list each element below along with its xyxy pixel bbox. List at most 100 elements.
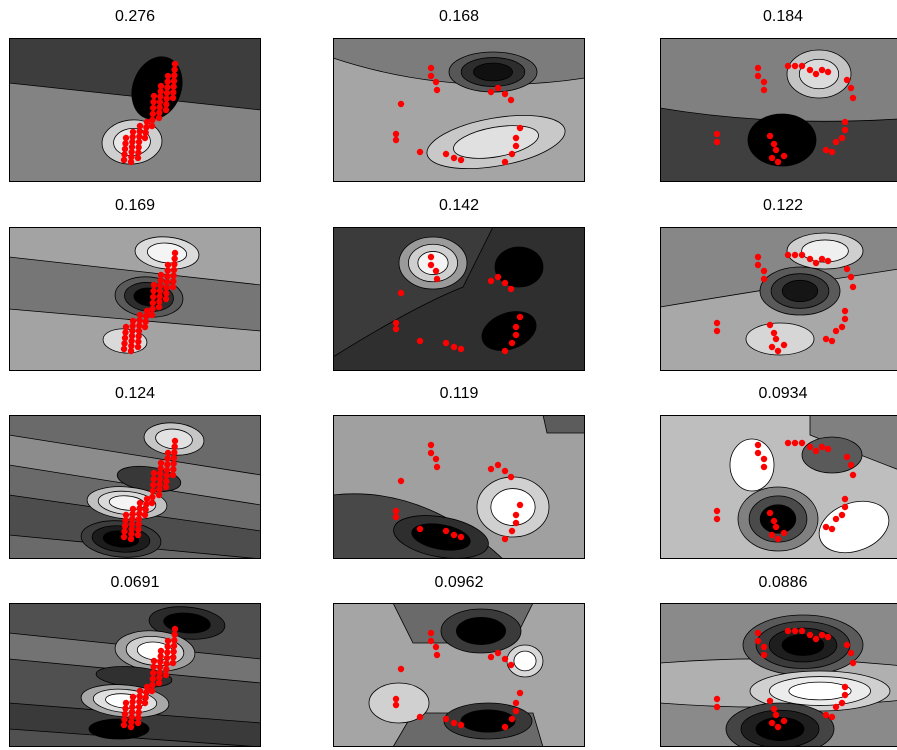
data-point: [163, 466, 171, 474]
data-point: [149, 487, 156, 495]
data-point: [433, 275, 441, 283]
data-point: [766, 509, 774, 517]
data-point: [171, 631, 178, 638]
data-point: [822, 146, 830, 154]
data-point: [156, 287, 164, 295]
panel-title: 0.0934: [758, 385, 808, 402]
data-point: [432, 455, 440, 463]
data-point: [164, 461, 171, 468]
data-point: [847, 649, 855, 657]
data-point: [507, 96, 515, 104]
data-point: [169, 94, 177, 102]
data-point: [122, 705, 129, 712]
data-point: [494, 461, 502, 469]
contour-level: [455, 617, 507, 645]
data-point: [392, 695, 400, 703]
data-point: [841, 691, 849, 699]
data-point: [171, 637, 178, 644]
data-point: [128, 332, 136, 340]
contour-level: [781, 279, 819, 303]
data-point: [822, 523, 830, 531]
data-point: [501, 347, 509, 355]
contour-level: [490, 488, 536, 526]
data-point: [128, 530, 135, 538]
data-point: [516, 313, 524, 321]
data-point: [129, 693, 137, 701]
data-point: [507, 661, 515, 669]
data-point: [163, 95, 170, 102]
panel-title: 0.0962: [434, 574, 484, 591]
data-point: [128, 520, 136, 528]
data-point: [129, 133, 136, 141]
data-point: [501, 467, 509, 475]
data-point: [170, 466, 177, 473]
data-point: [156, 663, 164, 671]
data-point: [849, 471, 857, 479]
data-point: [150, 663, 157, 671]
data-point: [770, 517, 778, 525]
contour-level: [453, 125, 539, 159]
data-point: [156, 486, 163, 493]
data-point: [392, 701, 400, 709]
data-point: [148, 499, 156, 507]
data-point: [148, 311, 156, 319]
panel-frame: [333, 603, 585, 747]
data-point: [162, 671, 170, 679]
data-point: [149, 110, 156, 118]
data-point: [170, 77, 178, 85]
data-point: [135, 338, 142, 345]
data-point: [818, 66, 826, 74]
contour-level: [473, 62, 513, 82]
data-point: [847, 461, 855, 469]
data-point: [157, 277, 164, 284]
data-point: [487, 465, 495, 473]
data-point: [171, 249, 179, 257]
data-point: [129, 317, 137, 325]
data-point: [164, 78, 171, 85]
data-point: [818, 631, 826, 639]
data-point: [508, 339, 516, 347]
data-point: [136, 322, 143, 329]
data-point: [501, 655, 509, 663]
data-point: [818, 443, 826, 451]
data-point: [128, 153, 135, 161]
data-point: [122, 517, 129, 524]
data-point: [171, 261, 178, 268]
data-point: [774, 535, 782, 543]
data-point: [512, 707, 520, 715]
contour-level: [745, 322, 815, 356]
data-point: [768, 154, 776, 162]
data-point: [163, 89, 171, 97]
contour-level: [131, 56, 183, 120]
data-point: [772, 523, 780, 531]
contour-level: [88, 718, 150, 740]
data-point: [157, 470, 164, 477]
data-point: [171, 443, 178, 450]
data-point: [135, 144, 142, 151]
data-point: [828, 148, 836, 156]
contour-plot: [333, 415, 585, 559]
data-point: [143, 307, 151, 315]
data-point: [121, 528, 128, 535]
data-point: [516, 501, 524, 509]
data-point: [832, 327, 840, 335]
data-point: [784, 627, 792, 635]
data-point: [157, 459, 165, 467]
data-point: [136, 122, 144, 130]
panel-frame: [660, 603, 897, 747]
panel-title: 0.184: [762, 8, 804, 25]
data-point: [135, 515, 143, 523]
data-point: [754, 253, 762, 261]
data-point: [427, 253, 435, 261]
data-point: [457, 156, 465, 164]
data-point: [838, 699, 846, 707]
data-point: [507, 473, 515, 481]
data-point: [150, 98, 157, 106]
data-point: [849, 659, 857, 667]
data-point: [772, 335, 780, 343]
data-point: [457, 721, 465, 729]
data-point: [128, 342, 135, 350]
data-point: [843, 641, 851, 649]
data-point: [508, 150, 516, 158]
data-point: [392, 130, 400, 138]
